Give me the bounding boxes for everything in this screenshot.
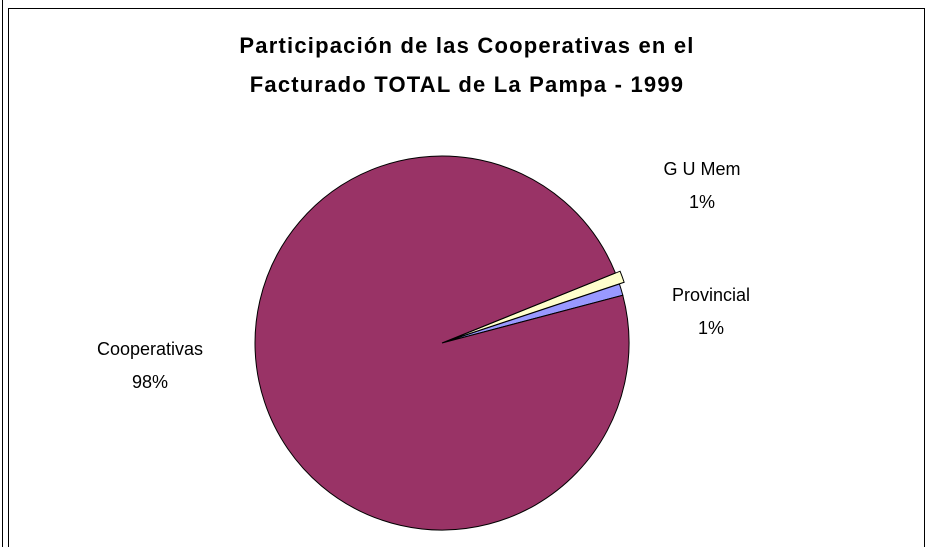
slice-value-label: 1%: [698, 318, 724, 338]
chart-title: Participación de las Cooperativas en el: [239, 33, 694, 58]
slice-value-label: 1%: [689, 192, 715, 212]
chart-title: Facturado TOTAL de La Pampa - 1999: [250, 72, 684, 97]
slice-label: G U Mem: [663, 159, 740, 179]
pie-slice: [254, 155, 630, 531]
slice-value-label: 98%: [132, 372, 168, 392]
slice-label: Cooperativas: [97, 339, 203, 359]
pie-slice: [446, 270, 625, 342]
slice-label: Provincial: [672, 285, 750, 305]
